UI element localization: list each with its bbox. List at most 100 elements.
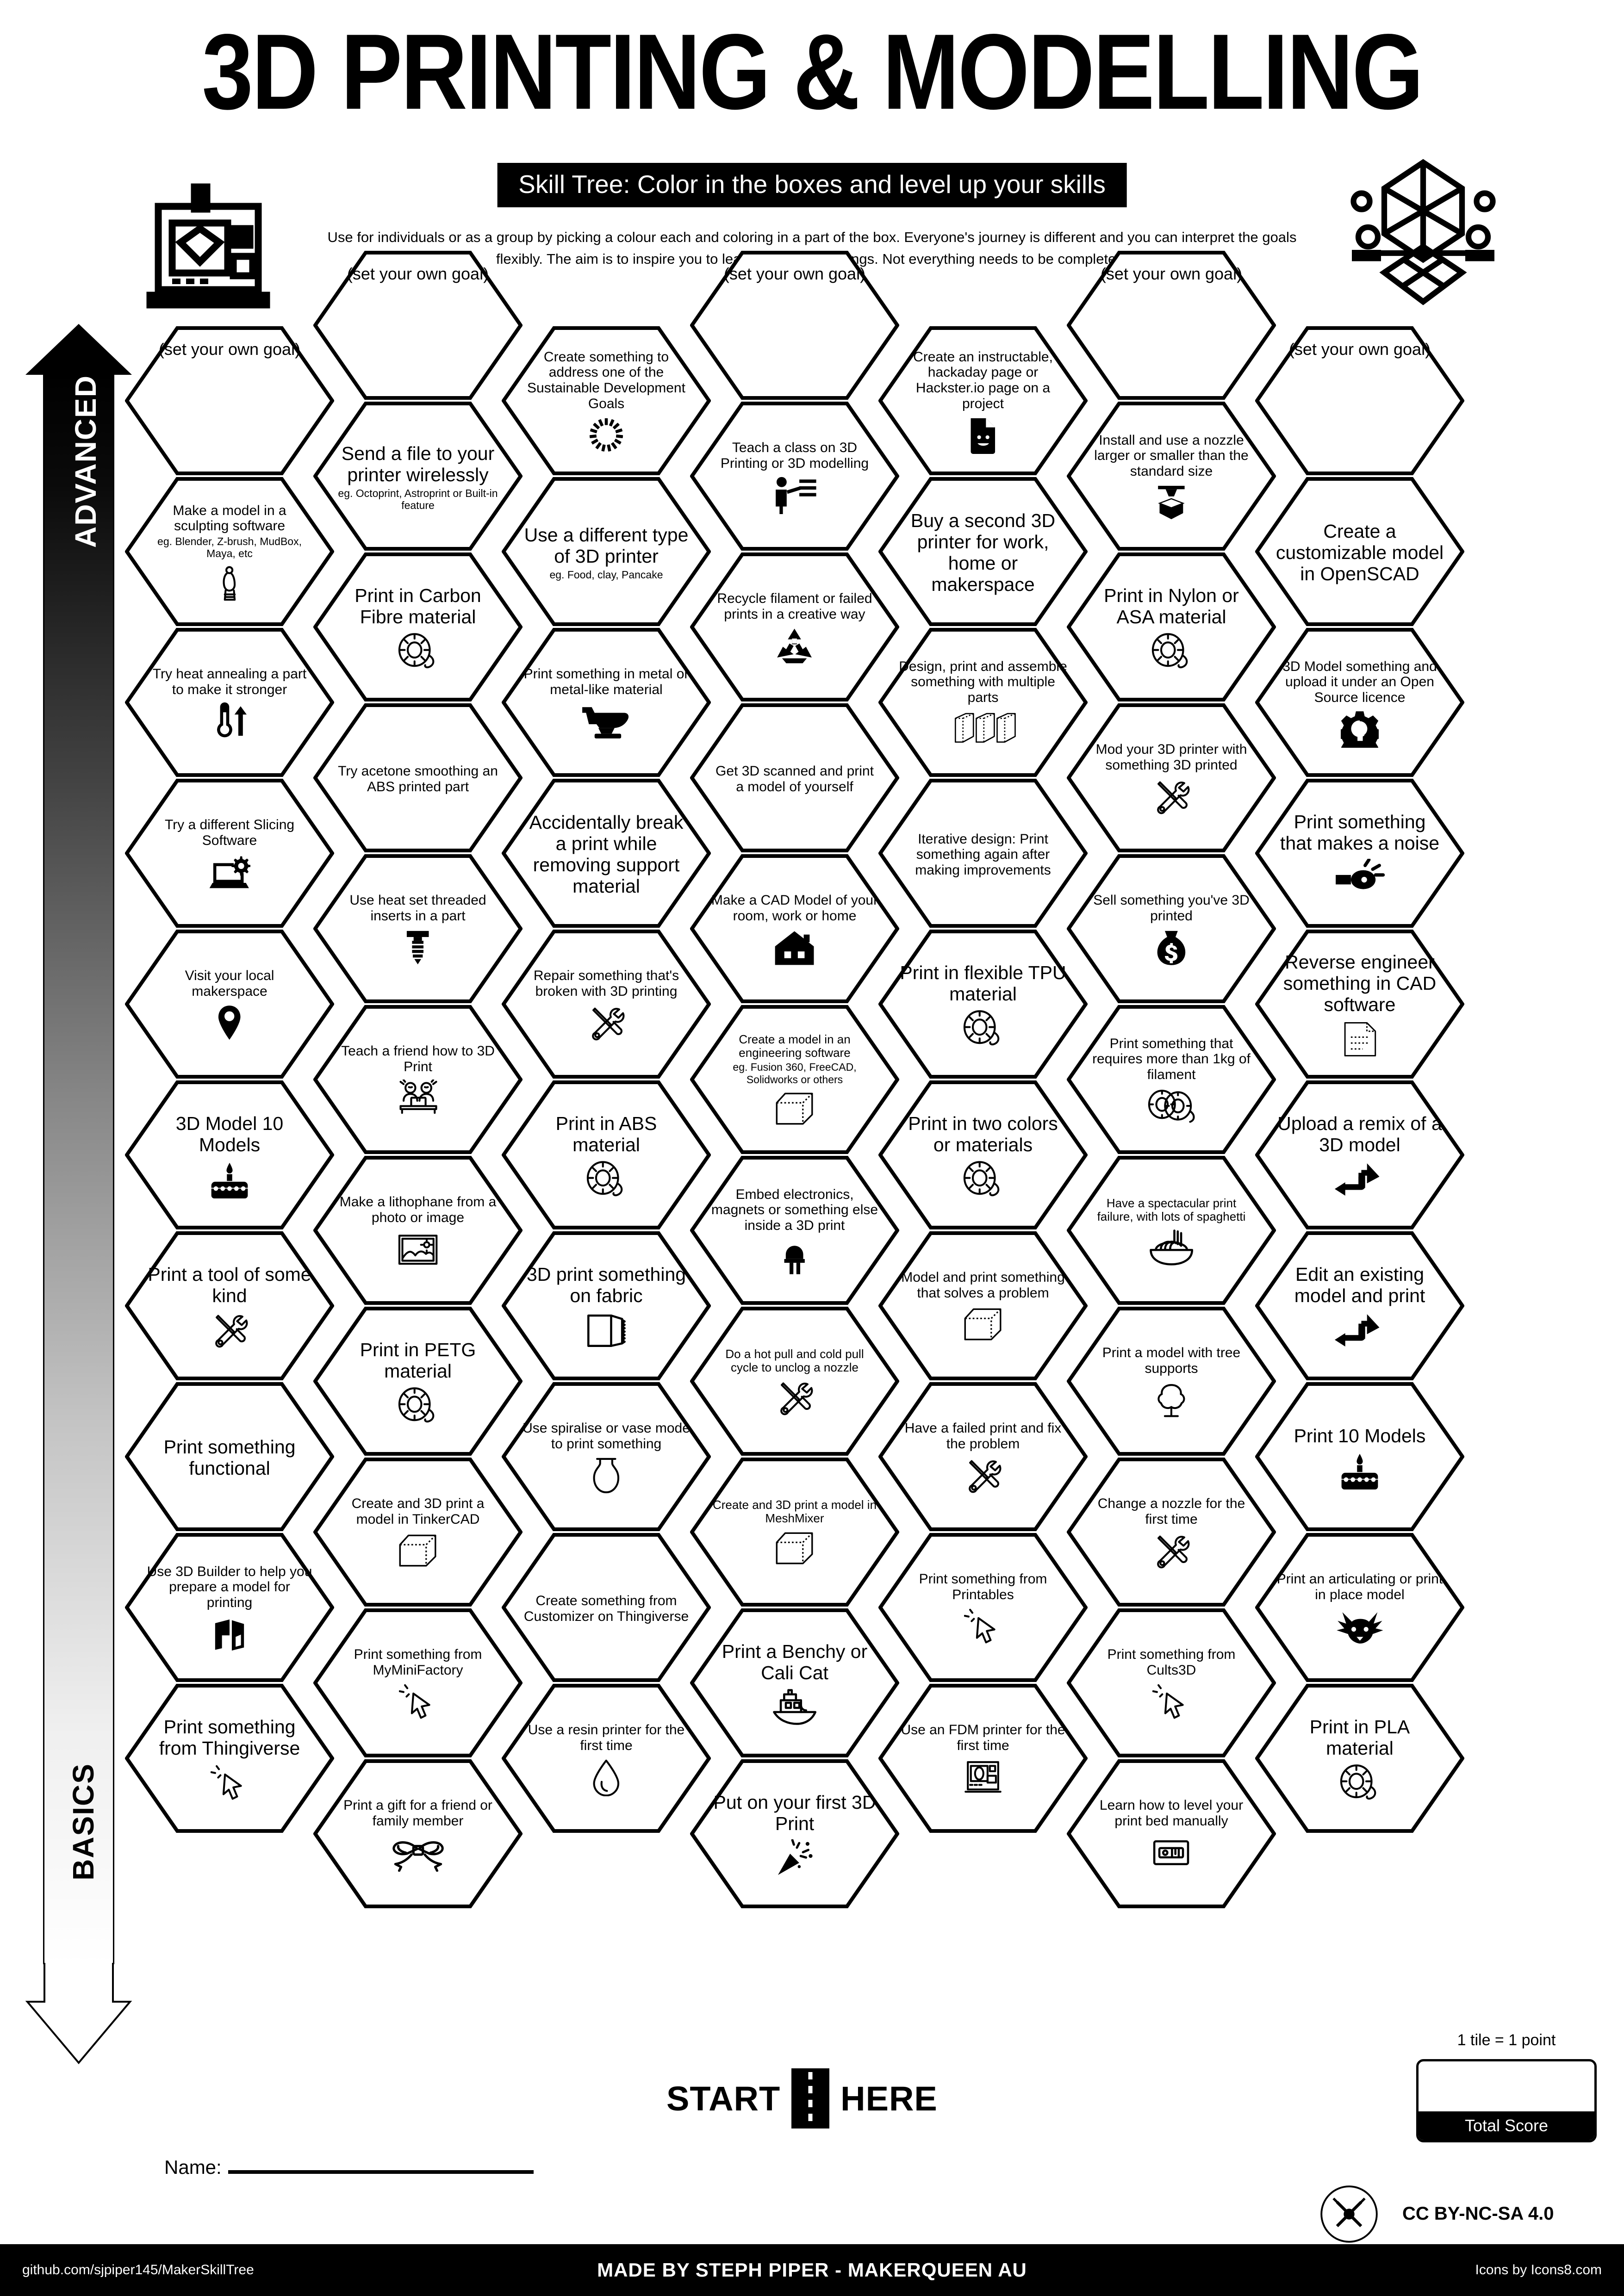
skill-tile[interactable]: Print something that requires more than … — [1067, 1005, 1276, 1154]
skill-tile-label: Embed electronics, magnets or something … — [711, 1186, 878, 1233]
skill-tile-label: Iterative design: Print something again … — [915, 831, 1051, 878]
hexagon-outline — [502, 477, 711, 626]
skill-tile[interactable]: Print in PETG material — [313, 1307, 523, 1456]
skill-tile[interactable]: Try heat annealing a part to make it str… — [125, 628, 334, 777]
level-bed-icon — [1150, 1833, 1192, 1873]
skill-tile[interactable]: Create an instructable, hackaday page or… — [878, 326, 1088, 475]
skill-tile[interactable]: Print something from Printables — [878, 1533, 1088, 1682]
skill-tile[interactable]: Accidentally break a print while removin… — [502, 779, 711, 928]
skill-tile[interactable]: Use spiralise or vase mode to print some… — [502, 1382, 711, 1531]
skill-tile[interactable]: Buy a second 3D printer for work, home o… — [878, 477, 1088, 626]
skill-tile[interactable]: Have a failed print and fix the problem — [878, 1382, 1088, 1531]
name-write-line[interactable] — [228, 2170, 534, 2174]
skill-tile[interactable]: Create something to address one of the S… — [502, 326, 711, 475]
skill-tile-label: Recycle filament or failed prints in a c… — [717, 591, 872, 622]
skill-tile[interactable]: Print in Carbon Fibre material — [313, 552, 523, 701]
filament-spool-icon — [585, 1160, 627, 1199]
skill-tile[interactable]: Reverse engineer something in CAD softwa… — [1255, 930, 1464, 1079]
icons-credit[interactable]: Icons by Icons8.com — [1475, 2262, 1602, 2277]
skill-tile[interactable]: Print 10 Models — [1255, 1382, 1464, 1531]
skill-tile[interactable]: Edit an existing model and print — [1255, 1231, 1464, 1380]
skill-tile[interactable]: Print a Benchy or Cali Cat — [690, 1608, 899, 1757]
skill-tile[interactable]: Sell something you've 3D printed — [1067, 854, 1276, 1003]
hexagon-outline — [502, 1533, 711, 1682]
skill-tile[interactable]: Use 3D Builder to help you prepare a mod… — [125, 1533, 334, 1682]
skill-tile[interactable]: 3D print something on fabric — [502, 1231, 711, 1380]
skill-tile[interactable]: Print in Nylon or ASA material — [1067, 552, 1276, 701]
droplet-icon — [591, 1757, 622, 1797]
skill-tile[interactable]: Mod your 3D printer with something 3D pr… — [1067, 703, 1276, 852]
skill-tile[interactable]: Upload a remix of a 3D model — [1255, 1080, 1464, 1229]
skill-tile[interactable]: Print in ABS material — [502, 1080, 711, 1229]
skill-tile[interactable]: Print in PLA material — [1255, 1684, 1464, 1833]
skill-tile[interactable]: Print a tool of some kind — [125, 1231, 334, 1380]
skill-tile[interactable]: Use an FDM printer for the first time — [878, 1684, 1088, 1833]
skill-tile[interactable]: Create and 3D print a model in TinkerCAD — [313, 1458, 523, 1607]
skill-tile[interactable]: Try acetone smoothing an ABS printed par… — [313, 703, 523, 852]
skill-tile[interactable]: Iterative design: Print something again … — [878, 779, 1088, 928]
skill-tile[interactable]: Repair something that's broken with 3D p… — [502, 930, 711, 1079]
skill-tile[interactable]: Print in flexible TPU material — [878, 930, 1088, 1079]
skill-tile[interactable]: Try a different Slicing Software — [125, 779, 334, 928]
skill-tile-label: Mod your 3D printer with something 3D pr… — [1095, 742, 1247, 773]
github-link[interactable]: github.com/sjpiper145/MakerSkillTree — [22, 2262, 254, 2277]
skill-tile[interactable]: Teach a class on 3D Printing or 3D model… — [690, 402, 899, 551]
skill-tile[interactable]: Create a model in an engineering softwar… — [690, 1005, 899, 1154]
filament-spool-icon — [962, 1009, 1004, 1049]
skill-tile[interactable]: (set your own goal) — [1255, 326, 1464, 475]
skill-tile[interactable]: Create something from Customizer on Thin… — [502, 1533, 711, 1682]
skill-tile[interactable]: Do a hot pull and cold pull cycle to unc… — [690, 1307, 899, 1456]
skill-tile[interactable]: Put on your first 3D Print — [690, 1759, 899, 1908]
skill-tile[interactable]: Send a file to your printer wirelessly e… — [313, 402, 523, 551]
skill-tile[interactable]: 3D Model 10 Models — [125, 1080, 334, 1229]
skill-tile[interactable]: (set your own goal) — [690, 251, 899, 400]
skill-tile[interactable]: Design, print and assemble something wit… — [878, 628, 1088, 777]
skill-tile[interactable]: Make a lithophane from a photo or image — [313, 1156, 523, 1305]
skill-tile[interactable]: Teach a friend how to 3D Print — [313, 1005, 523, 1154]
skill-tile[interactable]: (set your own goal) — [125, 326, 334, 475]
hexagon-outline — [878, 477, 1088, 626]
skill-tile[interactable]: Make a model in a sculpting software eg.… — [125, 477, 334, 626]
skill-tile[interactable]: Print a model with tree supports — [1067, 1307, 1276, 1456]
skill-tile[interactable]: Have a spectacular print failure, with l… — [1067, 1156, 1276, 1305]
skill-tile[interactable]: (set your own goal) — [313, 251, 523, 400]
name-field-row[interactable]: Name: — [164, 2156, 534, 2178]
skill-tile[interactable]: Recycle filament or failed prints in a c… — [690, 552, 899, 701]
skill-tile[interactable]: Use a resin printer for the first time — [502, 1684, 711, 1833]
total-score-box[interactable]: Total Score — [1416, 2059, 1597, 2142]
skill-tile[interactable]: Print something from Cults3D — [1067, 1608, 1276, 1757]
skill-tile[interactable]: Model and print something that solves a … — [878, 1231, 1088, 1380]
skill-tile[interactable]: Install and use a nozzle larger or small… — [1067, 402, 1276, 551]
skill-tile[interactable]: Print something from Thingiverse — [125, 1684, 334, 1833]
skill-tile[interactable]: Learn how to level your print bed manual… — [1067, 1759, 1276, 1908]
opensource-gear-icon — [1341, 709, 1379, 749]
hexagon-outline — [1255, 628, 1464, 777]
skill-tile[interactable]: Print something in metal or metal-like m… — [502, 628, 711, 777]
hexagon-outline — [313, 854, 523, 1003]
hexagon-outline — [690, 703, 899, 852]
skill-tile[interactable]: Get 3D scanned and print a model of your… — [690, 703, 899, 852]
skill-tile[interactable]: Use a different type of 3D printer eg. F… — [502, 477, 711, 626]
skill-tile[interactable]: Make a CAD Model of your room, work or h… — [690, 854, 899, 1003]
skill-tile[interactable]: 3D Model something and upload it under a… — [1255, 628, 1464, 777]
skill-tile[interactable]: Change a nozzle for the first time — [1067, 1458, 1276, 1607]
nozzle-icon — [1154, 483, 1188, 522]
skill-tile[interactable]: Use heat set threaded inserts in a part — [313, 854, 523, 1003]
skill-tile[interactable]: Visit your local makerspace — [125, 930, 334, 1079]
skill-tile-label: Try acetone smoothing an ABS printed par… — [338, 763, 498, 794]
skill-tile[interactable]: Print a gift for a friend or family memb… — [313, 1759, 523, 1908]
hexagon-outline — [878, 1684, 1088, 1833]
laptop-gear-icon — [209, 852, 251, 892]
skill-tile-label: Print in ABS material — [555, 1113, 657, 1155]
skill-tile-label: Print in two colors or materials — [908, 1113, 1058, 1155]
skill-tile[interactable]: Print something functional — [125, 1382, 334, 1531]
skill-tile[interactable]: (set your own goal) — [1067, 251, 1276, 400]
skill-tile[interactable]: Create and 3D print a model in MeshMixer — [690, 1458, 899, 1607]
skill-tile[interactable]: Print an articulating or print in place … — [1255, 1533, 1464, 1682]
skill-tile[interactable]: Embed electronics, magnets or something … — [690, 1156, 899, 1305]
skill-tile-label: Print something from Printables — [919, 1571, 1047, 1602]
skill-tile[interactable]: Print something that makes a noise — [1255, 779, 1464, 928]
skill-tile[interactable]: Create a customizable model in OpenSCAD — [1255, 477, 1464, 626]
skill-tile[interactable]: Print something from MyMiniFactory — [313, 1608, 523, 1757]
skill-tile[interactable]: Print in two colors or materials — [878, 1080, 1088, 1229]
